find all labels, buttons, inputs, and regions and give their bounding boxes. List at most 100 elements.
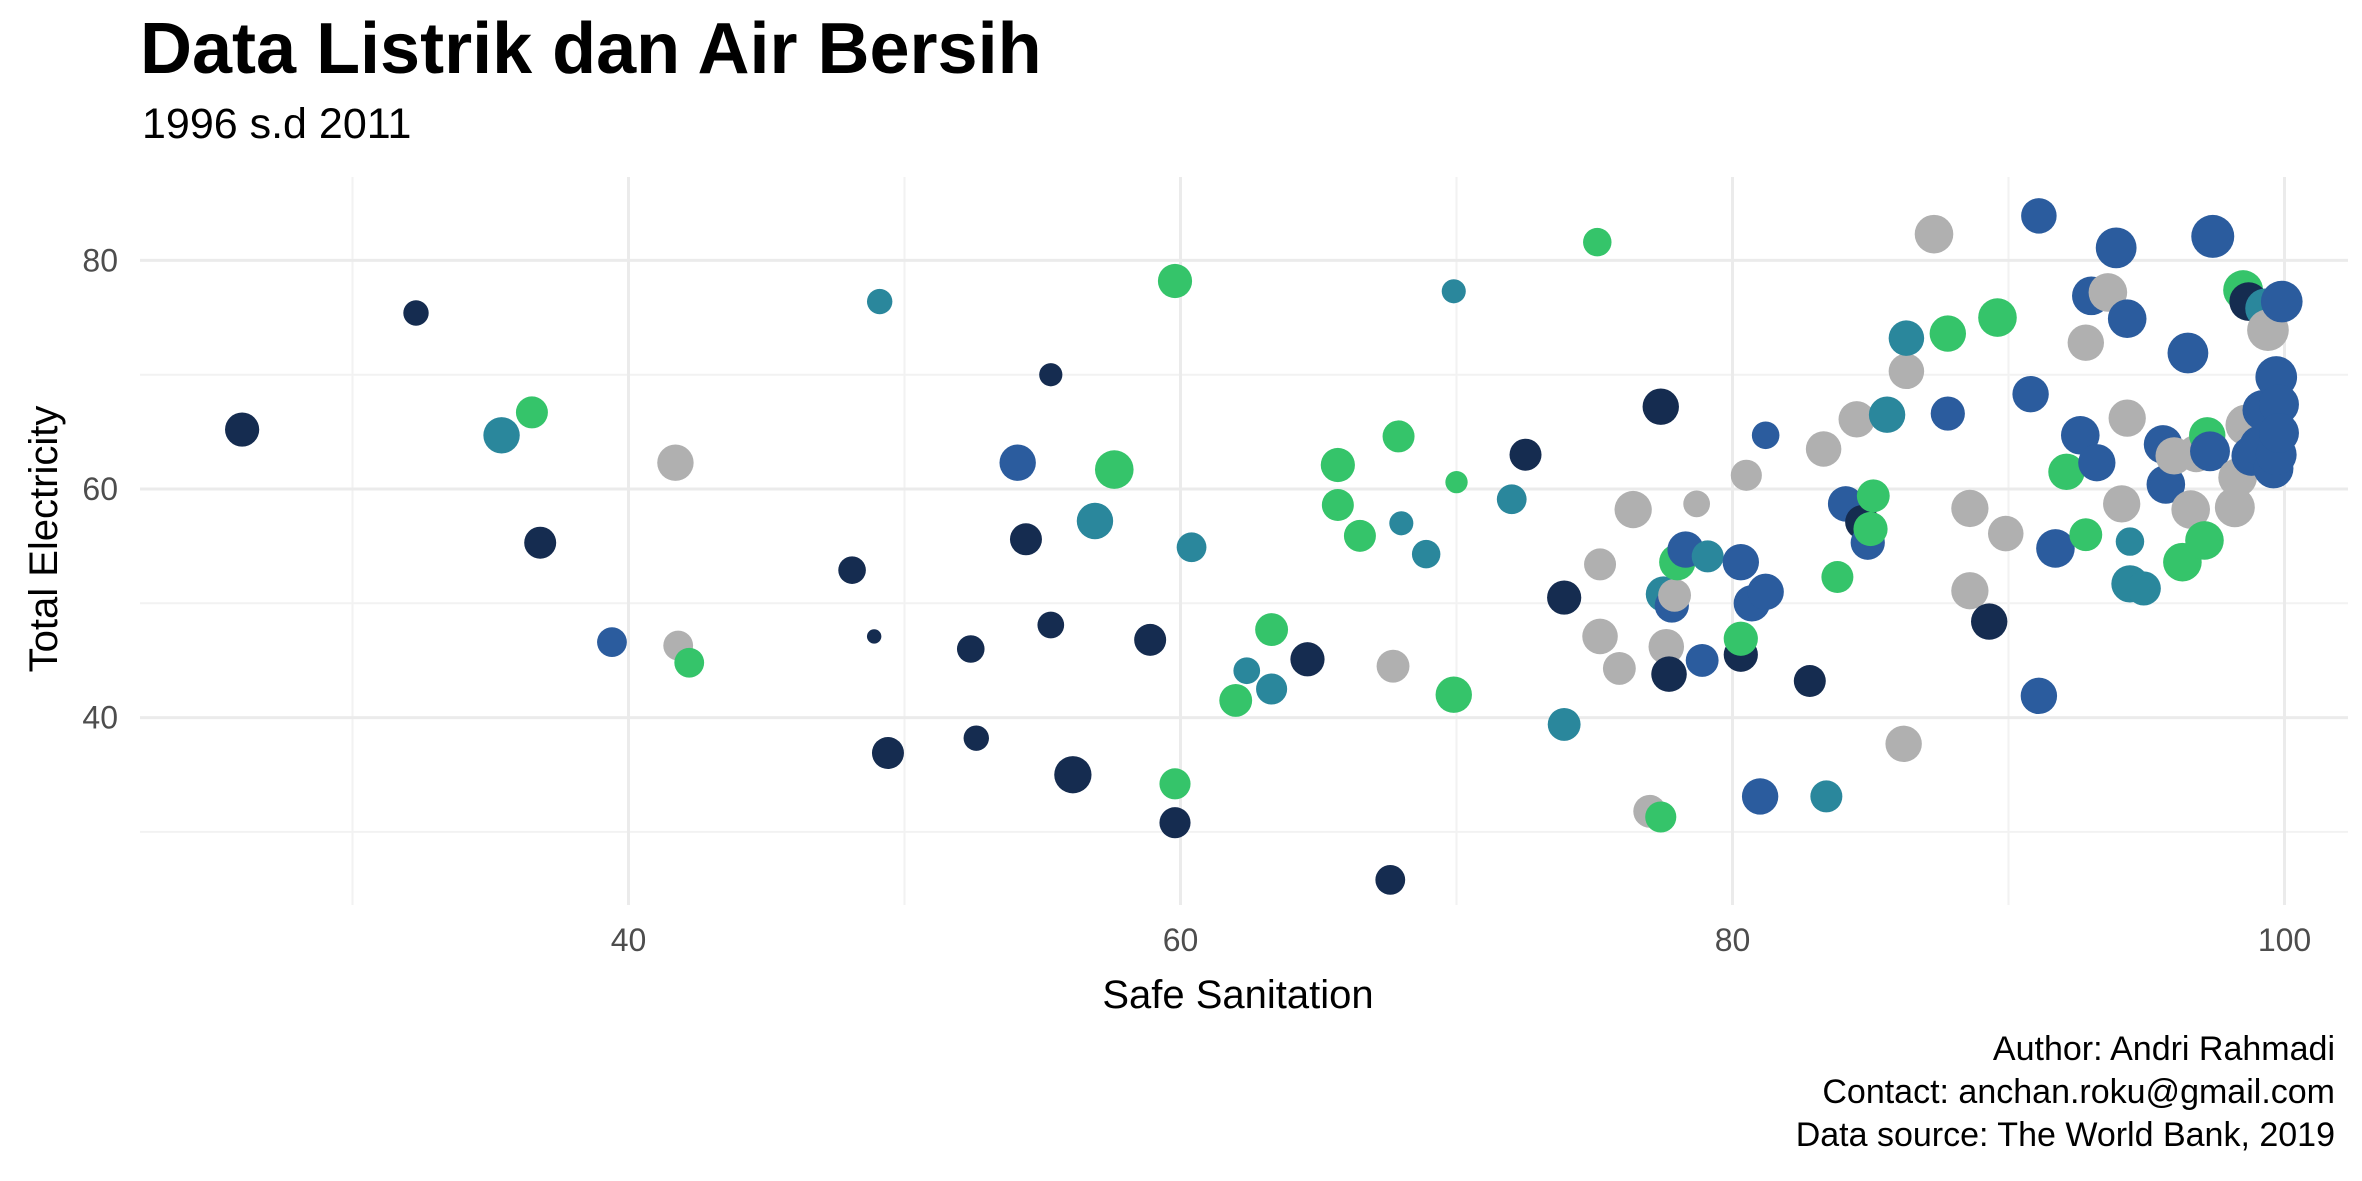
data-point <box>2259 413 2299 453</box>
data-point <box>956 635 985 663</box>
data-point <box>1951 489 1989 528</box>
data-point <box>1375 864 1406 895</box>
data-point <box>2190 431 2230 472</box>
data-point <box>1645 801 1677 833</box>
data-point <box>2060 415 2100 455</box>
data-point <box>1321 489 1354 521</box>
data-point <box>1730 459 1762 491</box>
data-point <box>2048 453 2085 491</box>
data-point <box>1614 490 1652 529</box>
data-point <box>1651 656 1687 692</box>
caption-author: Author: Andri Rahmadi <box>1992 1030 2335 1068</box>
data-point <box>963 725 989 751</box>
caption-contact: Contact: anchan.roku@gmail.com <box>1822 1073 2335 1111</box>
data-point <box>2036 529 2075 568</box>
data-point <box>1741 778 1779 815</box>
data-point <box>1157 263 1193 299</box>
data-point <box>1856 479 1890 513</box>
data-point <box>1978 298 2017 337</box>
data-point <box>2012 375 2049 413</box>
data-point <box>225 412 260 447</box>
x-tick-label: 60 <box>1163 922 1199 958</box>
data-point <box>2103 485 2141 523</box>
data-point <box>2259 384 2299 425</box>
data-point <box>1547 707 1581 741</box>
data-point <box>1176 532 1207 563</box>
data-point <box>1683 490 1710 518</box>
data-point <box>674 647 705 678</box>
data-point <box>871 737 904 769</box>
data-point <box>1971 603 2008 640</box>
data-point <box>1076 502 1114 540</box>
data-point <box>1602 651 1636 685</box>
data-point <box>657 444 694 481</box>
data-point <box>2191 214 2235 258</box>
data-point <box>1389 511 1414 536</box>
y-axis-title: Total Electricity <box>22 406 66 673</box>
data-point <box>1751 421 1780 450</box>
x-axis-title: Safe Sanitation <box>1102 973 1373 1017</box>
data-point <box>483 417 520 454</box>
data-point <box>2214 487 2255 528</box>
data-point <box>1648 628 1685 665</box>
chart-subtitle: 1996 s.d 2011 <box>142 100 412 148</box>
data-point <box>999 444 1036 481</box>
data-point <box>1868 396 1906 433</box>
data-point <box>1685 643 1719 677</box>
data-point <box>1885 725 1922 763</box>
y-tick-label: 60 <box>82 471 118 507</box>
data-point <box>1290 642 1325 677</box>
data-point <box>1988 515 2024 552</box>
data-point <box>2078 444 2116 482</box>
data-point <box>2167 332 2209 374</box>
data-point <box>1445 470 1468 494</box>
data-point <box>1658 578 1692 612</box>
y-tick-label: 80 <box>82 242 118 278</box>
data-point <box>1930 396 1965 431</box>
data-point <box>1888 320 1925 356</box>
data-point <box>1255 613 1289 647</box>
data-point <box>2108 399 2146 437</box>
data-point <box>838 556 866 584</box>
data-point <box>1853 511 1888 547</box>
data-point <box>1547 580 1582 615</box>
data-point <box>1134 623 1167 656</box>
data-point <box>1810 780 1843 813</box>
data-point <box>2020 677 2058 715</box>
data-point <box>1376 649 1410 683</box>
data-point <box>1929 315 1967 352</box>
x-tick-label: 40 <box>611 922 647 958</box>
data-point <box>866 288 893 315</box>
data-point <box>403 300 429 326</box>
data-point <box>2171 490 2210 529</box>
data-point <box>2185 521 2224 560</box>
data-point <box>1509 438 1542 471</box>
y-tick-label: 40 <box>82 700 118 736</box>
data-point <box>2095 227 2137 269</box>
data-point <box>1583 227 1612 257</box>
data-point <box>1691 540 1724 573</box>
data-point <box>1496 484 1527 515</box>
data-point <box>1747 573 1784 611</box>
data-point <box>1039 363 1063 387</box>
data-points <box>225 198 2303 895</box>
data-point <box>2069 518 2103 552</box>
data-point <box>2021 198 2057 234</box>
data-point <box>1805 431 1842 467</box>
data-point <box>1642 388 1679 425</box>
data-point <box>1009 523 1042 556</box>
data-point <box>1159 768 1191 800</box>
data-point <box>1159 807 1191 839</box>
data-point <box>1382 420 1415 453</box>
data-point <box>1037 611 1065 639</box>
data-point <box>2115 527 2145 556</box>
data-point <box>866 629 882 644</box>
data-point <box>2260 280 2303 323</box>
data-point <box>1793 665 1826 697</box>
data-point <box>1320 447 1355 483</box>
data-point <box>515 396 548 429</box>
caption: Author: Andri Rahmadi Contact: anchan.ro… <box>1796 1028 2335 1157</box>
chart-title: Data Listrik dan Air Bersih <box>140 9 1042 89</box>
data-point <box>2107 299 2147 339</box>
